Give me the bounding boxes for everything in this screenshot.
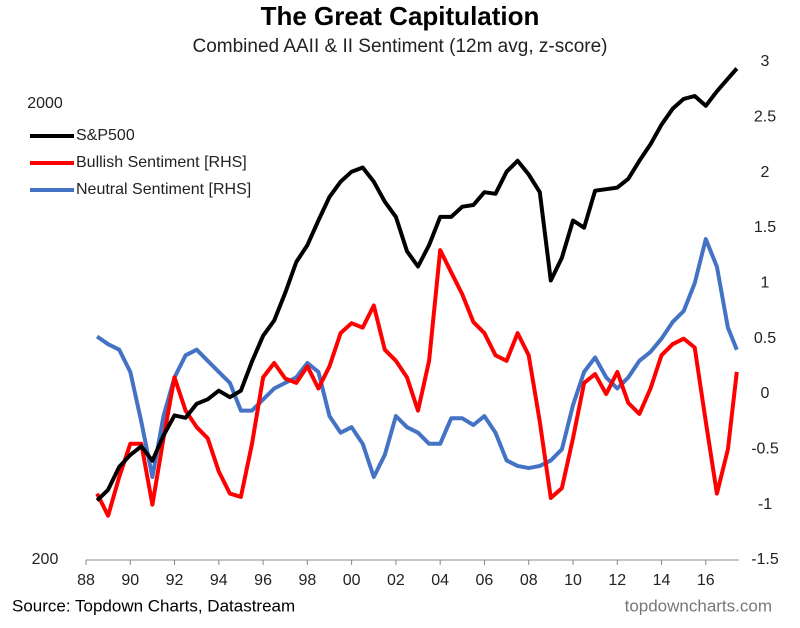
y2-tick-label: -1.5	[751, 551, 779, 568]
x-tick-label: 98	[298, 572, 316, 589]
y2-tick-label: 3	[761, 53, 770, 70]
y2-tick-label: -0.5	[751, 441, 779, 458]
x-tick-label: 88	[77, 572, 95, 589]
x-tick-label: 12	[608, 572, 626, 589]
source-note: Source: Topdown Charts, Datastream	[12, 596, 295, 615]
legend-label: Neutral Sentiment [RHS]	[76, 181, 251, 198]
credit: topdowncharts.com	[625, 596, 772, 615]
y2-tick-label: 2.5	[754, 109, 776, 126]
series-line	[95, 237, 739, 479]
x-tick-label: 08	[520, 572, 538, 589]
x-tick-label: 92	[166, 572, 184, 589]
y2-tick-label: 2	[761, 164, 770, 181]
series-line	[95, 67, 739, 502]
x-tick-label: 04	[431, 572, 449, 589]
legend-label: S&P500	[76, 127, 135, 144]
y-tick-label: 2000	[27, 95, 63, 112]
y2-tick-label: 1.5	[754, 219, 776, 236]
chart-title: The Great Capitulation	[261, 1, 540, 31]
x-tick-label: 14	[653, 572, 671, 589]
x-tick-label: 10	[564, 572, 582, 589]
x-tick-label: 06	[476, 572, 494, 589]
x-tick-label: 96	[254, 572, 272, 589]
y2-tick-label: 0	[761, 385, 770, 402]
chart-subtitle: Combined AAII & II Sentiment (12m avg, z…	[192, 36, 607, 57]
y2-tick-label: -1	[758, 496, 772, 513]
legend-label: Bullish Sentiment [RHS]	[76, 154, 247, 171]
y2-tick-label: 0.5	[754, 330, 776, 347]
x-tick-label: 00	[343, 572, 361, 589]
y2-tick-label: 1	[761, 275, 770, 292]
x-tick-label: 16	[697, 572, 715, 589]
x-tick-label: 90	[121, 572, 139, 589]
x-tick-label: 02	[387, 572, 405, 589]
y-tick-label: 200	[32, 551, 59, 568]
series-line	[95, 248, 739, 518]
x-tick-label: 94	[210, 572, 228, 589]
